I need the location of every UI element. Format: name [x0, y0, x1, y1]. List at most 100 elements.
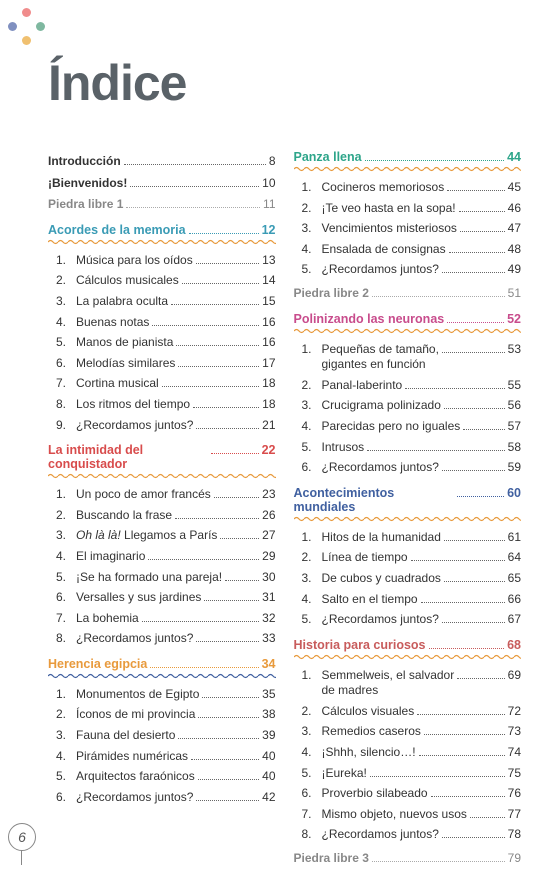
toc-item-page: 40: [262, 749, 275, 765]
toc-item-page: 53: [508, 342, 521, 358]
toc-item-label: ¿Recordamos juntos?: [322, 262, 439, 278]
toc-leader-dots: [372, 296, 505, 297]
toc-item-number: 1.: [48, 253, 66, 269]
toc-item-label: Intrusos: [322, 440, 365, 456]
toc-item-number: 2.: [294, 378, 312, 394]
toc-leader-dots: [411, 560, 505, 561]
toc-entry: 8.Los ritmos del tiempo18: [48, 397, 276, 413]
toc-item-page: 16: [262, 315, 275, 331]
toc-entry: 1.Hitos de la humanidad61: [294, 530, 522, 546]
toc-item-page: 79: [508, 851, 521, 867]
toc-leader-dots: [202, 697, 259, 698]
toc-entry: 3.Remedios caseros73: [294, 724, 522, 740]
toc-entry: 7.La bohemia32: [48, 611, 276, 627]
toc-entry: 6.Versalles y sus jardines31: [48, 590, 276, 606]
dot-icon: [22, 36, 31, 45]
toc-item-number: 7.: [294, 807, 312, 823]
toc-leader-dots: [175, 518, 259, 519]
toc-leader-dots: [193, 407, 259, 408]
toc-leader-dots: [447, 322, 504, 323]
toc-entry: 2.¡Te veo hasta en la sopa!46: [294, 201, 522, 217]
toc-item-page: 35: [262, 687, 275, 703]
toc-entry: 5.¿Recordamos juntos?49: [294, 262, 522, 278]
toc-entry: 6.Melodías similares17: [48, 356, 276, 372]
toc-item-label: Piedra libre 2: [294, 286, 369, 302]
page-number: 6: [18, 829, 26, 845]
toc-section-heading: Herencia egipcia34: [48, 657, 276, 671]
toc-item-number: 5.: [48, 769, 66, 785]
toc-leader-dots: [191, 759, 259, 760]
wave-divider: [294, 516, 522, 522]
toc-item-page: 47: [508, 221, 521, 237]
toc-item-label: Vencimientos misteriosos: [322, 221, 457, 237]
wave-divider: [48, 473, 276, 479]
wave-divider: [294, 166, 522, 172]
toc-item-label: ¿Recordamos juntos?: [322, 460, 439, 476]
toc-item-label: Panal-laberinto: [322, 378, 403, 394]
toc-item-number: 3.: [294, 398, 312, 414]
toc-section-page: 22: [262, 443, 276, 457]
toc-item-label: ¿Recordamos juntos?: [322, 827, 439, 843]
toc-entry: 1.Monumentos de Egipto35: [48, 687, 276, 703]
page-title: Índice: [48, 54, 186, 112]
toc-item-number: 3.: [294, 221, 312, 237]
toc-item-page: 77: [508, 807, 521, 823]
toc-item-page: 72: [508, 704, 521, 720]
toc-entry: 3.La palabra oculta15: [48, 294, 276, 310]
toc-entry: 5.¡Eureka!75: [294, 766, 522, 782]
toc-leader-dots: [196, 263, 259, 264]
toc-item-page: 27: [262, 528, 275, 544]
toc-item-label: Arquitectos faraónicos: [76, 769, 195, 785]
toc-item-number: 2.: [294, 201, 312, 217]
toc-item-page: 74: [508, 745, 521, 761]
toc-item-page: 73: [508, 724, 521, 740]
toc-entry: 3.Oh là là! Llegamos a París27: [48, 528, 276, 544]
toc-right-column: Panza llena441.Cocineros memoriosos452.¡…: [294, 150, 522, 873]
toc-item-page: 10: [262, 176, 275, 192]
toc-item-page: 16: [262, 335, 275, 351]
wave-divider: [48, 673, 276, 679]
toc-item-number: 2.: [294, 704, 312, 720]
toc-item-number: 7.: [48, 376, 66, 392]
toc-entry: 6.¿Recordamos juntos?59: [294, 460, 522, 476]
toc-leader-dots: [198, 717, 259, 718]
toc-item-page: 67: [508, 612, 521, 628]
toc-leader-dots: [442, 470, 505, 471]
toc-leader-dots: [211, 453, 259, 454]
toc-item-label: Fauna del desierto: [76, 728, 175, 744]
toc-item-number: 6.: [48, 590, 66, 606]
toc-item-number: 6.: [48, 356, 66, 372]
toc-item-number: 9.: [48, 418, 66, 434]
toc-leader-dots: [204, 600, 259, 601]
toc-section-page: 34: [262, 657, 276, 671]
toc-item-label: Los ritmos del tiempo: [76, 397, 190, 413]
toc-item-number: 3.: [48, 528, 66, 544]
toc-item-label: Cálculos visuales: [322, 704, 415, 720]
toc-leader-dots: [447, 190, 504, 191]
toc-item-label: Monumentos de Egipto: [76, 687, 199, 703]
toc-item-number: 2.: [294, 550, 312, 566]
toc-leader-dots: [372, 861, 505, 862]
toc-leader-dots: [176, 345, 259, 346]
toc-item-number: 4.: [294, 242, 312, 258]
toc-item-label: Piedra libre 3: [294, 851, 369, 867]
toc-entry: 4.Ensalada de consignas48: [294, 242, 522, 258]
toc-section-title: Acordes de la memoria: [48, 223, 186, 237]
toc-item-number: 6.: [48, 790, 66, 806]
toc-item-number: 8.: [294, 827, 312, 843]
toc-leader-dots: [367, 450, 504, 451]
toc-item-page: 8: [269, 154, 276, 170]
toc-item-page: 49: [508, 262, 521, 278]
toc-item-page: 64: [508, 550, 521, 566]
toc-item-number: 6.: [294, 460, 312, 476]
toc-item-page: 11: [263, 197, 275, 213]
toc-item-number: 7.: [48, 611, 66, 627]
toc-section-heading: La intimidad del conquistador22: [48, 443, 276, 471]
toc-leader-dots: [444, 408, 505, 409]
toc-item-label: Semmelweis, el salvadorde madres: [322, 668, 455, 699]
toc-leader-dots: [442, 272, 505, 273]
toc-item-number: 5.: [294, 766, 312, 782]
toc-item-number: 4.: [294, 745, 312, 761]
toc-leader-dots: [442, 837, 505, 838]
toc-item-label: Versalles y sus jardines: [76, 590, 201, 606]
